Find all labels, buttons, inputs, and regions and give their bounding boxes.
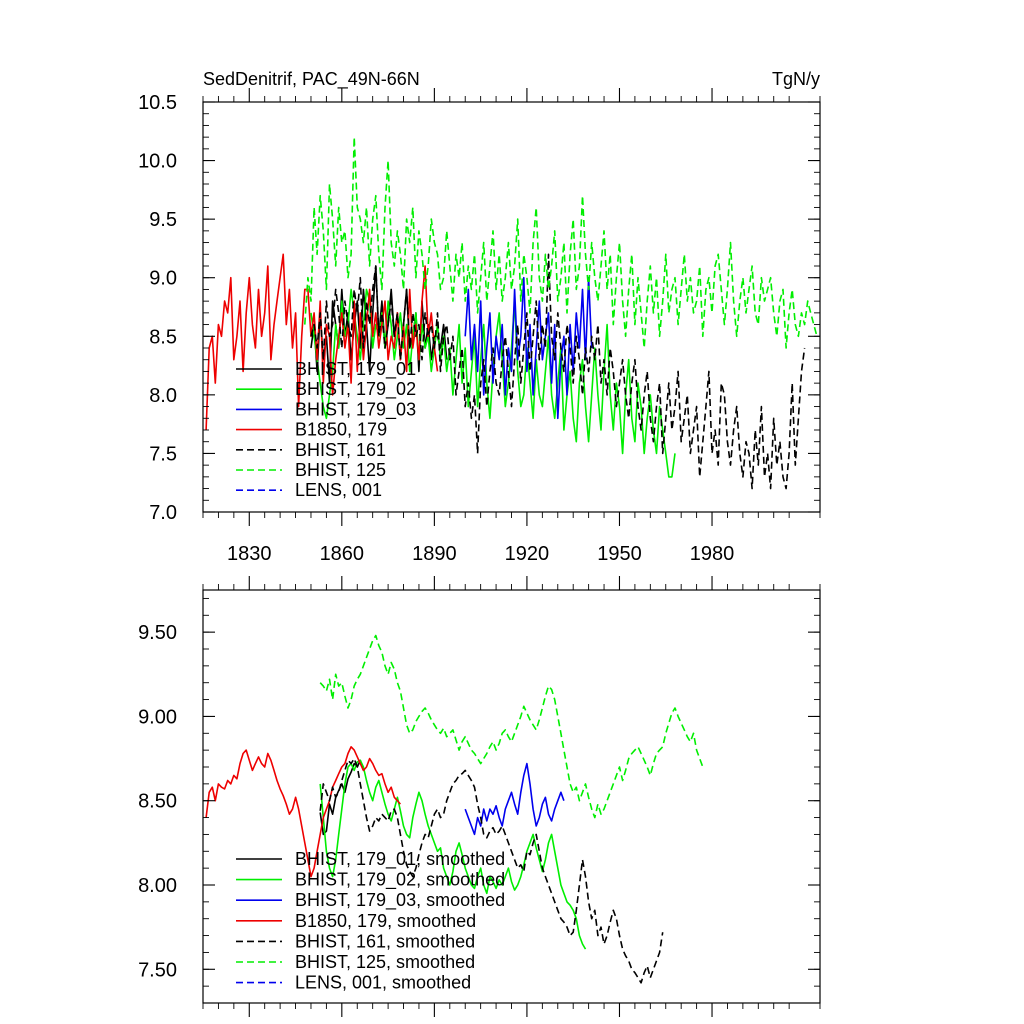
y-tick-label: 8.00 [138,875,177,897]
y-tick-label: 7.0 [149,502,177,524]
series-line-bottom-3 [205,745,401,878]
series-line-bottom-0 [319,759,365,836]
series-line-top-4 [310,253,806,490]
legend-label: BHIST, 125 [295,460,386,480]
series-line-bottom-4 [319,757,664,984]
x-tick-label: 1920 [505,543,550,565]
y-tick-label: 9.50 [138,622,177,644]
legend-label: LENS, 001 [295,480,382,500]
legend-label: BHIST, 125, smoothed [295,952,475,972]
units-label: TgN/y [772,69,820,89]
legend-label: B1850, 179, smoothed [295,911,476,931]
legend-label: BHIST, 179_03 [295,399,416,420]
y-tick-label: 8.0 [149,385,177,407]
y-tick-label: 9.5 [149,209,177,231]
series-line-top-2 [464,276,593,420]
legend-label: BHIST, 179_01, smoothed [295,849,505,870]
y-tick-label: 7.50 [138,959,177,981]
y-tick-label: 10.0 [138,151,177,173]
x-tick-label: 1950 [597,543,642,565]
series-line-bottom-1 [319,759,587,950]
legend-label: BHIST, 179_03, smoothed [295,890,505,911]
y-tick-label: 10.5 [138,92,177,114]
legend-label: BHIST, 179_01 [295,359,416,380]
y-tick-label: 8.5 [149,326,177,348]
series-line-bottom-5 [319,634,704,819]
x-tick-label: 1860 [320,543,365,565]
x-tick-label: 1890 [412,543,457,565]
legend-label: LENS, 001, smoothed [295,973,471,993]
legend-label: BHIST, 161, smoothed [295,931,475,951]
legend-label: BHIST, 161 [295,440,386,460]
series-line-bottom-2 [464,762,565,836]
legend-label: BHIST, 179_02, smoothed [295,870,505,891]
legend-label: B1850, 179 [295,420,387,440]
y-tick-label: 8.50 [138,791,177,813]
chart-title: SedDenitrif, PAC_49N-66N [203,69,420,90]
y-tick-label: 7.5 [149,443,177,465]
top-panel: 7.0 7.5 8.0 8.5 9.0 9.5 10.0 10.5 1830 1860 1890 19… [138,88,821,565]
bottom-panel: 7.50 8.00 8.50 9.00 9.50 BHIST, 179_01, smoot… [138,576,821,1017]
legend-label: BHIST, 179_02 [295,379,416,400]
y-tick-label: 9.00 [138,706,177,728]
x-tick-label: 1980 [690,543,735,565]
x-tick-label: 1830 [227,543,272,565]
y-tick-label: 9.0 [149,268,177,290]
